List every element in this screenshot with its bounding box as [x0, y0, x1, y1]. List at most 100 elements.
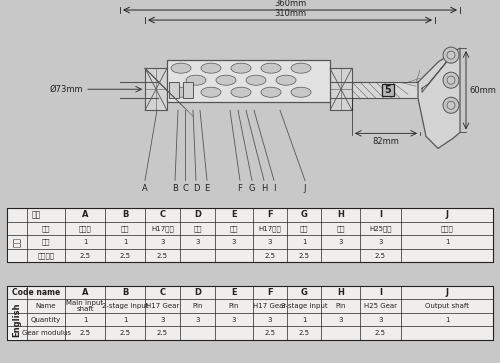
Ellipse shape — [246, 75, 266, 85]
Text: 82mm: 82mm — [372, 137, 400, 146]
Text: 2.5: 2.5 — [120, 253, 130, 259]
Bar — [183, 82, 193, 98]
Ellipse shape — [216, 75, 236, 85]
Text: G: G — [300, 288, 308, 297]
Text: A: A — [82, 211, 88, 219]
Text: 2.5: 2.5 — [298, 253, 310, 259]
Ellipse shape — [291, 63, 311, 73]
Ellipse shape — [291, 87, 311, 97]
Bar — [382, 84, 394, 96]
Ellipse shape — [171, 87, 191, 97]
Bar — [8, 300, 26, 339]
Text: Name: Name — [36, 303, 56, 309]
Text: 输出轴: 输出轴 — [440, 225, 454, 232]
Text: F: F — [267, 288, 273, 297]
Text: 3: 3 — [160, 239, 165, 245]
Text: 3: 3 — [232, 317, 236, 323]
Text: 主输入: 主输入 — [78, 225, 92, 232]
Text: Pin: Pin — [192, 303, 203, 309]
Bar — [7, 208, 493, 262]
Text: Pin: Pin — [229, 303, 239, 309]
Text: Pin: Pin — [335, 303, 346, 309]
Text: 2-stage input: 2-stage input — [102, 303, 148, 309]
Text: 1: 1 — [83, 317, 87, 323]
Bar — [8, 222, 26, 262]
Text: H: H — [261, 184, 267, 193]
Text: 2.5: 2.5 — [80, 330, 90, 336]
Text: 3: 3 — [268, 317, 272, 323]
Text: H17 Gear: H17 Gear — [254, 303, 286, 309]
Text: 310mm: 310mm — [274, 9, 306, 18]
Text: A: A — [142, 184, 148, 193]
Text: C: C — [160, 211, 166, 219]
Text: H17 Gear: H17 Gear — [146, 303, 179, 309]
Text: G: G — [249, 184, 256, 193]
Text: I: I — [379, 211, 382, 219]
Ellipse shape — [261, 87, 281, 97]
Circle shape — [447, 101, 455, 109]
Circle shape — [443, 97, 459, 113]
Text: 代号: 代号 — [32, 211, 40, 219]
Text: 1: 1 — [123, 239, 127, 245]
Bar — [7, 286, 493, 340]
Text: 1: 1 — [445, 239, 449, 245]
Text: 销子: 销子 — [230, 225, 238, 232]
Text: F: F — [238, 184, 242, 193]
Text: 3: 3 — [195, 317, 200, 323]
Bar — [330, 68, 352, 110]
Text: 60mm: 60mm — [469, 86, 496, 95]
Text: 2.5: 2.5 — [157, 253, 168, 259]
Text: Quantity: Quantity — [31, 317, 61, 323]
Text: H25 Gear: H25 Gear — [364, 303, 397, 309]
Text: 3: 3 — [338, 317, 343, 323]
Text: Main input
shaft: Main input shaft — [66, 300, 104, 312]
Text: 2.5: 2.5 — [157, 330, 168, 336]
Text: 1: 1 — [123, 317, 127, 323]
Text: 2.5: 2.5 — [375, 253, 386, 259]
Text: 名称: 名称 — [42, 225, 50, 232]
Ellipse shape — [186, 75, 206, 85]
Text: 360mm: 360mm — [274, 0, 306, 8]
Text: I: I — [273, 184, 275, 193]
Ellipse shape — [276, 75, 296, 85]
Text: 2.5: 2.5 — [264, 253, 276, 259]
Circle shape — [443, 72, 459, 88]
Text: J: J — [304, 184, 306, 193]
Text: D: D — [194, 288, 201, 297]
Ellipse shape — [231, 63, 251, 73]
Text: F: F — [267, 211, 273, 219]
Text: B: B — [122, 211, 128, 219]
Bar — [145, 68, 167, 110]
Text: H25齿轮: H25齿轮 — [369, 225, 392, 232]
Text: 5: 5 — [384, 85, 392, 95]
Text: H: H — [337, 211, 344, 219]
Ellipse shape — [201, 87, 221, 97]
Text: 3: 3 — [378, 239, 383, 245]
Text: H: H — [337, 288, 344, 297]
Text: 3: 3 — [232, 239, 236, 245]
Text: D: D — [194, 211, 201, 219]
Text: 3: 3 — [195, 239, 200, 245]
Text: 1: 1 — [445, 317, 449, 323]
Text: J: J — [446, 211, 448, 219]
Text: C: C — [182, 184, 188, 193]
Text: C: C — [160, 288, 166, 297]
Polygon shape — [418, 48, 460, 148]
Text: 二级: 二级 — [121, 225, 129, 232]
Text: Gear modulus: Gear modulus — [22, 330, 70, 336]
Text: Code name: Code name — [12, 288, 60, 297]
Text: E: E — [231, 288, 237, 297]
Text: E: E — [204, 184, 210, 193]
Circle shape — [447, 76, 455, 84]
Ellipse shape — [201, 63, 221, 73]
Text: 3: 3 — [160, 317, 165, 323]
Bar — [167, 60, 330, 102]
Text: 2.5: 2.5 — [375, 330, 386, 336]
Ellipse shape — [171, 63, 191, 73]
Text: 3-stage input: 3-stage input — [280, 303, 328, 309]
Text: 1: 1 — [302, 317, 306, 323]
Ellipse shape — [231, 87, 251, 97]
Text: H17齿轮: H17齿轮 — [151, 225, 174, 232]
Text: English: English — [12, 302, 22, 337]
Circle shape — [443, 47, 459, 63]
